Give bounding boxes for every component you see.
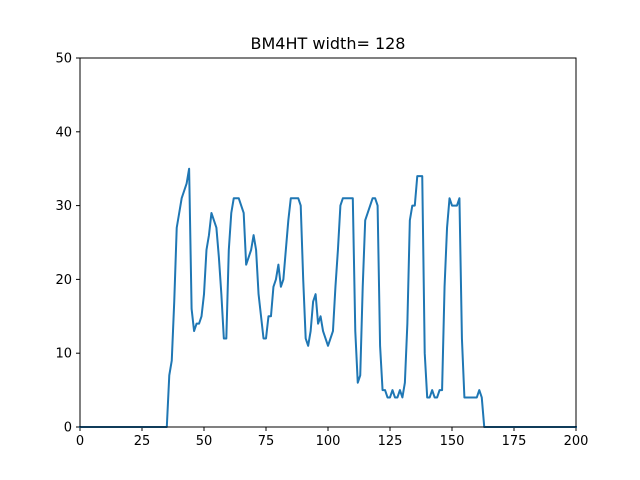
x-tick-label: 50 bbox=[196, 434, 213, 449]
x-tick-label: 75 bbox=[258, 434, 275, 449]
x-axis: 0 25 50 75 100 125 150 175 200 bbox=[76, 427, 589, 449]
x-tick-label: 150 bbox=[440, 434, 465, 449]
x-tick-label: 0 bbox=[76, 434, 84, 449]
x-tick-label: 200 bbox=[564, 434, 589, 449]
y-tick-label: 10 bbox=[55, 347, 72, 362]
series-line bbox=[79, 167, 577, 428]
x-tick-label: 175 bbox=[502, 434, 527, 449]
x-tick-label: 25 bbox=[134, 434, 151, 449]
x-tick-label: 100 bbox=[316, 434, 341, 449]
y-tick-label: 50 bbox=[55, 52, 72, 67]
y-tick-label: 40 bbox=[55, 125, 72, 140]
y-axis: 0 10 20 30 40 50 bbox=[55, 52, 80, 436]
y-tick-label: 30 bbox=[55, 199, 72, 214]
y-tick-label: 0 bbox=[64, 421, 72, 436]
chart-title: BM4HT width= 128 bbox=[251, 34, 406, 53]
plot-frame bbox=[79, 57, 577, 428]
x-tick-label: 125 bbox=[378, 434, 403, 449]
y-tick-label: 20 bbox=[55, 273, 72, 288]
